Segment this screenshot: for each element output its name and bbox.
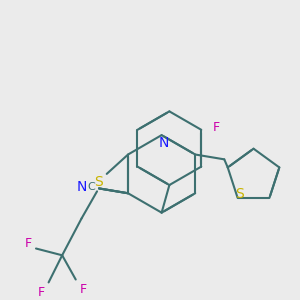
Text: F: F bbox=[37, 286, 44, 298]
Text: F: F bbox=[213, 122, 220, 134]
Text: F: F bbox=[80, 283, 87, 296]
Text: N: N bbox=[158, 136, 169, 150]
Text: F: F bbox=[25, 237, 32, 250]
Text: S: S bbox=[94, 175, 103, 189]
Text: C: C bbox=[87, 182, 95, 193]
Text: N: N bbox=[77, 181, 87, 194]
Text: S: S bbox=[235, 187, 244, 201]
